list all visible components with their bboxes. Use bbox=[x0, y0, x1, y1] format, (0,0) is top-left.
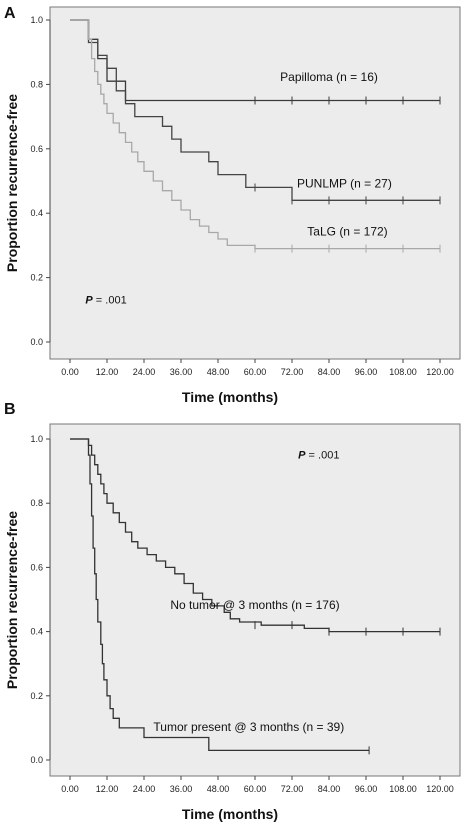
series-label: PUNLMP (n = 27) bbox=[297, 176, 392, 190]
x-tick-label: 36.00 bbox=[170, 784, 193, 794]
x-tick-label: 12.00 bbox=[96, 367, 119, 377]
x-tick-label: 24.00 bbox=[133, 367, 156, 377]
y-tick-label: 0.4 bbox=[30, 627, 43, 637]
p-value: P = .001 bbox=[298, 449, 339, 461]
y-axis: 0.0 0.2 0.4 0.6 0.8 1.0 bbox=[30, 434, 51, 765]
panel-a: A 0.0 0.2 0.4 0.6 0.8 1.0 0.00 12.00 24.00 36.00… bbox=[4, 5, 461, 405]
x-tick-label: 108.00 bbox=[389, 367, 417, 377]
survival-curves bbox=[70, 19, 441, 253]
series-line bbox=[70, 438, 440, 633]
x-tick-label: 84.00 bbox=[318, 367, 341, 377]
x-tick-label: 12.00 bbox=[96, 784, 119, 794]
x-tick-label: 120.00 bbox=[426, 367, 454, 377]
panel-b: B 0.0 0.2 0.4 0.6 0.8 1.0 0.00 12.00 24.00 36.00… bbox=[4, 401, 461, 822]
series-label: No tumor @ 3 months (n = 176) bbox=[170, 598, 339, 612]
p-value-text: = .001 bbox=[93, 294, 127, 306]
x-tick-label: 60.00 bbox=[244, 367, 267, 377]
x-tick-label: 36.00 bbox=[170, 367, 193, 377]
series-line bbox=[70, 19, 440, 201]
y-tick-label: 0.6 bbox=[30, 144, 43, 154]
y-tick-label: 0.8 bbox=[30, 79, 43, 89]
p-value-letter: P bbox=[298, 449, 306, 461]
x-tick-label: 120.00 bbox=[426, 784, 454, 794]
x-tick-label: 96.00 bbox=[355, 784, 378, 794]
p-value: P = .001 bbox=[85, 294, 126, 306]
panel-letter: A bbox=[4, 5, 16, 22]
series-label: TaLG (n = 172) bbox=[307, 225, 387, 239]
y-tick-label: 0.4 bbox=[30, 208, 43, 218]
series-line bbox=[70, 438, 370, 752]
y-tick-label: 1.0 bbox=[30, 434, 43, 444]
x-tick-label: 72.00 bbox=[281, 784, 304, 794]
x-tick-label: 24.00 bbox=[133, 784, 156, 794]
y-axis: 0.0 0.2 0.4 0.6 0.8 1.0 bbox=[30, 15, 51, 347]
x-tick-label: 0.00 bbox=[61, 367, 79, 377]
series-labels: Papilloma (n = 16) PUNLMP (n = 27) TaLG (n… bbox=[280, 70, 392, 239]
x-tick-label: 48.00 bbox=[207, 784, 230, 794]
panel-letter: B bbox=[4, 401, 16, 418]
x-tick-label: 72.00 bbox=[281, 367, 304, 377]
y-tick-label: 0.0 bbox=[30, 337, 43, 347]
x-tick-label: 96.00 bbox=[355, 367, 378, 377]
series-label: Papilloma (n = 16) bbox=[280, 70, 378, 84]
p-value-letter: P bbox=[85, 294, 93, 306]
x-tick-label: 60.00 bbox=[244, 784, 267, 794]
y-tick-label: 0.6 bbox=[30, 562, 43, 572]
x-tick-label: 48.00 bbox=[207, 367, 230, 377]
plot-area bbox=[49, 423, 461, 777]
y-axis-title: Proportion recurrence-free bbox=[4, 94, 20, 272]
x-axis: 0.00 12.00 24.00 36.00 48.00 60.00 72.00 84.00 9… bbox=[61, 359, 454, 377]
x-axis-title: Time (months) bbox=[182, 389, 278, 405]
y-tick-label: 0.8 bbox=[30, 498, 43, 508]
series-line bbox=[70, 19, 440, 250]
x-tick-label: 108.00 bbox=[389, 784, 417, 794]
y-tick-label: 0.2 bbox=[30, 273, 43, 283]
y-tick-label: 0.0 bbox=[30, 755, 43, 765]
p-value-text: = .001 bbox=[306, 449, 340, 461]
y-axis-title: Proportion recurrence-free bbox=[4, 511, 20, 689]
series-label: Tumor present @ 3 months (n = 39) bbox=[153, 720, 344, 734]
y-tick-label: 1.0 bbox=[30, 15, 43, 25]
series-labels: No tumor @ 3 months (n = 176) Tumor prese… bbox=[153, 598, 344, 734]
x-axis: 0.00 12.00 24.00 36.00 48.00 60.00 72.00 84.00 9… bbox=[61, 776, 454, 794]
x-tick-label: 84.00 bbox=[318, 784, 341, 794]
survival-curves bbox=[70, 438, 441, 755]
x-tick-label: 0.00 bbox=[61, 784, 79, 794]
x-axis-title: Time (months) bbox=[182, 806, 278, 822]
plot-area bbox=[49, 6, 461, 360]
y-tick-label: 0.2 bbox=[30, 691, 43, 701]
